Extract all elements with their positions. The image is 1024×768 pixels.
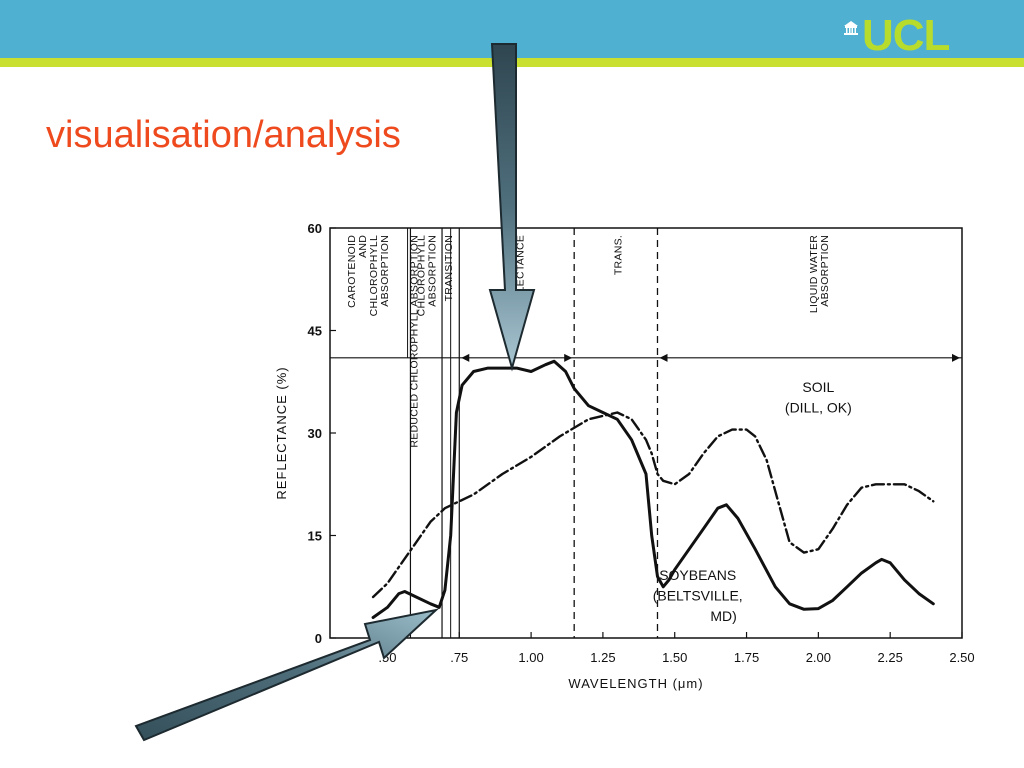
y-axis-label: REFLECTANCE (%)	[274, 366, 289, 499]
region-arrowhead	[952, 353, 960, 362]
region-water-label: LIQUID WATER	[808, 235, 820, 313]
x-tick-label: 2.25	[878, 650, 903, 665]
series-annotation: SOYBEANS	[659, 567, 736, 583]
region-reduced-chlorophyll-label: REDUCED CHLOROPHYLL ABSORPTION	[408, 235, 420, 448]
series-annotation: (BELTSVILLE,	[653, 587, 743, 603]
region-arrowhead	[659, 353, 668, 362]
region-transition-label: TRANSITION	[443, 235, 455, 302]
y-tick-label: 45	[308, 324, 322, 339]
series-annotation: (DILL, OK)	[785, 400, 852, 416]
region-carotenoid-label: CHLOROPHYLL	[368, 235, 380, 316]
y-tick-label: 30	[308, 426, 322, 441]
region-water-label: ABSORPTION	[819, 235, 831, 307]
region-chlorophyll-label: CHLOROPHYLL	[416, 235, 428, 316]
ucl-logo: UCL	[862, 11, 950, 60]
series-soybeans-line	[371, 359, 935, 619]
x-tick-label: 1.50	[662, 650, 687, 665]
x-tick-label: 1.75	[734, 650, 759, 665]
region-carotenoid-label: CAROTENOID	[346, 235, 358, 308]
y-tick-label: 60	[308, 221, 322, 236]
x-tick-label: 2.00	[806, 650, 831, 665]
series-annotation: SOIL	[802, 379, 834, 395]
x-tick-label: .75	[450, 650, 468, 665]
x-tick-label: 2.50	[949, 650, 974, 665]
region-arrowhead	[564, 353, 573, 362]
region-arrowhead	[461, 353, 470, 362]
series-annotation: MD)	[710, 608, 736, 624]
arrow-down-icon	[488, 43, 536, 372]
x-axis-label: WAVELENGTH (μm)	[568, 676, 703, 691]
ucl-portico-icon	[844, 21, 858, 35]
x-tick-label: 1.00	[518, 650, 543, 665]
arrow-up-right-icon	[134, 608, 440, 742]
region-carotenoid-label: ABSORPTION	[379, 235, 391, 307]
y-tick-label: 15	[308, 529, 322, 544]
series-soil-line	[371, 411, 935, 599]
region-chlorophyll-label: ABSORPTION	[427, 235, 439, 307]
y-tick-label: 0	[315, 631, 322, 646]
slide-title: visualisation/analysis	[46, 114, 401, 156]
region-trans-label: TRANS.	[612, 235, 624, 275]
region-carotenoid-label: AND	[357, 235, 369, 258]
x-tick-label: 1.25	[590, 650, 615, 665]
